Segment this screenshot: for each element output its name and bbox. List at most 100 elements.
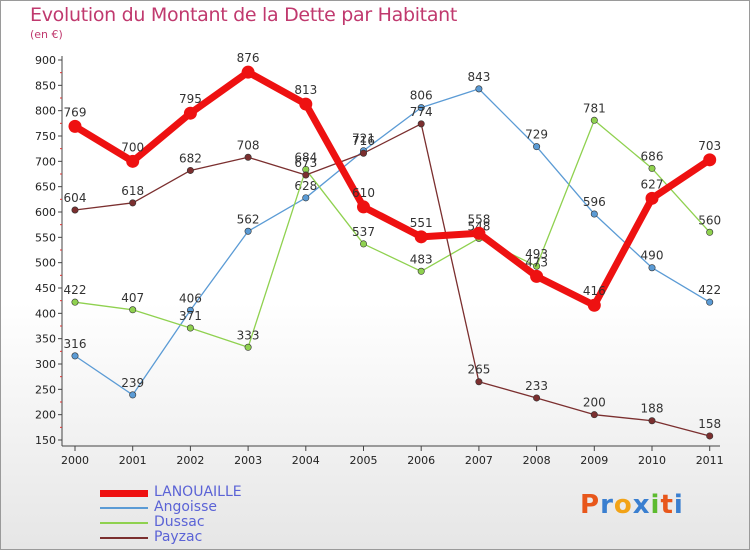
data-label-angoisse: 562 (237, 212, 260, 226)
series-line-payzac (420, 123, 480, 383)
series-line-lanouaille (590, 194, 656, 309)
data-label-angoisse: 490 (641, 249, 664, 263)
data-point-lanouaille (126, 154, 140, 168)
data-label-dussac: 493 (525, 247, 548, 261)
data-label-payzac: 673 (294, 156, 317, 170)
data-label-lanouaille: 769 (64, 105, 87, 119)
data-label-dussac: 333 (237, 328, 260, 342)
y-tick-label: 150 (35, 434, 56, 447)
data-point-lanouaille (68, 119, 82, 133)
data-label-dussac: 686 (641, 149, 664, 163)
series-line-payzac (247, 156, 307, 176)
series-line-payzac (189, 156, 249, 172)
series-line-lanouaille (302, 100, 367, 211)
data-label-payzac: 604 (64, 191, 87, 205)
data-label-payzac: 158 (698, 417, 721, 431)
data-point-payzac (302, 171, 310, 179)
data-label-angoisse: 239 (121, 376, 144, 390)
series-line-dussac (247, 168, 307, 348)
data-label-lanouaille: 551 (410, 216, 433, 230)
series-line-lanouaille (71, 122, 137, 165)
series-line-lanouaille (360, 203, 425, 241)
y-tick-label: 250 (35, 383, 56, 396)
data-label-angoisse: 729 (525, 128, 548, 142)
data-label-lanouaille: 416 (583, 284, 606, 298)
data-label-lanouaille: 876 (237, 51, 260, 65)
x-tick-label: 2000 (61, 454, 89, 467)
series-line-angoisse (420, 88, 480, 109)
x-tick-label: 2006 (407, 454, 435, 467)
data-point-lanouaille (587, 298, 601, 312)
series-line-angoisse (362, 106, 422, 152)
logo-letter: t (660, 490, 674, 520)
x-tick-label: 2008 (523, 454, 551, 467)
series-line-payzac (305, 152, 365, 176)
data-label-payzac: 233 (525, 379, 548, 393)
data-point-angoisse (71, 352, 79, 360)
series-line-lanouaille (533, 272, 598, 309)
data-point-lanouaille (414, 230, 428, 244)
logo-letter: P (580, 490, 601, 520)
y-tick-label: 500 (35, 257, 56, 270)
series-line-payzac (362, 123, 422, 154)
logo-letter: i (650, 490, 661, 520)
series-line-payzac (132, 169, 192, 204)
data-point-payzac (71, 206, 79, 214)
data-label-payzac: 708 (237, 138, 260, 152)
data-label-lanouaille: 627 (641, 177, 664, 191)
x-tick-label: 2010 (638, 454, 666, 467)
data-point-dussac (186, 324, 194, 332)
series-line-payzac (74, 202, 134, 211)
series-line-angoisse (651, 267, 711, 303)
x-tick-label: 2005 (350, 454, 378, 467)
x-tick-label: 2004 (292, 454, 320, 467)
y-tick-label: 650 (35, 181, 56, 194)
data-point-lanouaille (183, 106, 197, 120)
data-point-payzac (359, 149, 367, 157)
y-tick-label: 700 (35, 155, 56, 168)
data-label-angoisse: 316 (64, 337, 87, 351)
series-line-dussac (593, 119, 653, 170)
series-line-angoisse (305, 150, 365, 199)
legend-swatch-angoisse (100, 507, 148, 509)
data-point-dussac (706, 228, 714, 236)
y-tick-label: 800 (35, 105, 56, 118)
data-label-dussac: 560 (698, 213, 721, 227)
data-label-angoisse: 406 (179, 291, 202, 305)
legend-label-lanouaille: LANOUAILLE (154, 484, 242, 500)
legend-label-angoisse: Angoisse (154, 499, 217, 515)
data-label-lanouaille: 558 (467, 212, 490, 226)
data-point-angoisse (302, 194, 310, 202)
x-tick-label: 2011 (696, 454, 724, 467)
series-line-angoisse (247, 197, 307, 232)
data-label-angoisse: 596 (583, 195, 606, 209)
data-point-angoisse (244, 227, 252, 235)
data-label-lanouaille: 700 (121, 140, 144, 154)
data-label-payzac: 200 (583, 396, 606, 410)
data-point-payzac (590, 411, 598, 419)
x-tick-label: 2001 (119, 454, 147, 467)
y-tick-label: 350 (35, 333, 56, 346)
data-point-lanouaille (645, 191, 659, 205)
data-label-payzac: 716 (352, 134, 375, 148)
series-line-angoisse (535, 145, 595, 215)
data-point-angoisse (706, 298, 714, 306)
series-line-dussac (651, 167, 711, 233)
legend-swatch-payzac (100, 537, 148, 539)
series-line-payzac (535, 397, 595, 416)
legend-item-payzac: Payzac (100, 529, 300, 547)
data-label-payzac: 682 (179, 151, 202, 165)
series-line-angoisse (593, 213, 653, 269)
data-point-dussac (590, 116, 598, 124)
logo-letter: r (600, 490, 614, 520)
data-label-payzac: 265 (467, 363, 490, 377)
legend-label-dussac: Dussac (154, 514, 205, 530)
series-line-lanouaille (186, 68, 252, 117)
series-line-dussac (189, 327, 249, 348)
data-point-dussac (129, 306, 137, 314)
legend-label-payzac: Payzac (154, 529, 203, 545)
legend-item-lanouaille: LANOUAILLE (100, 484, 300, 502)
series-line-angoisse (478, 88, 538, 148)
series-line-lanouaille (475, 229, 541, 280)
